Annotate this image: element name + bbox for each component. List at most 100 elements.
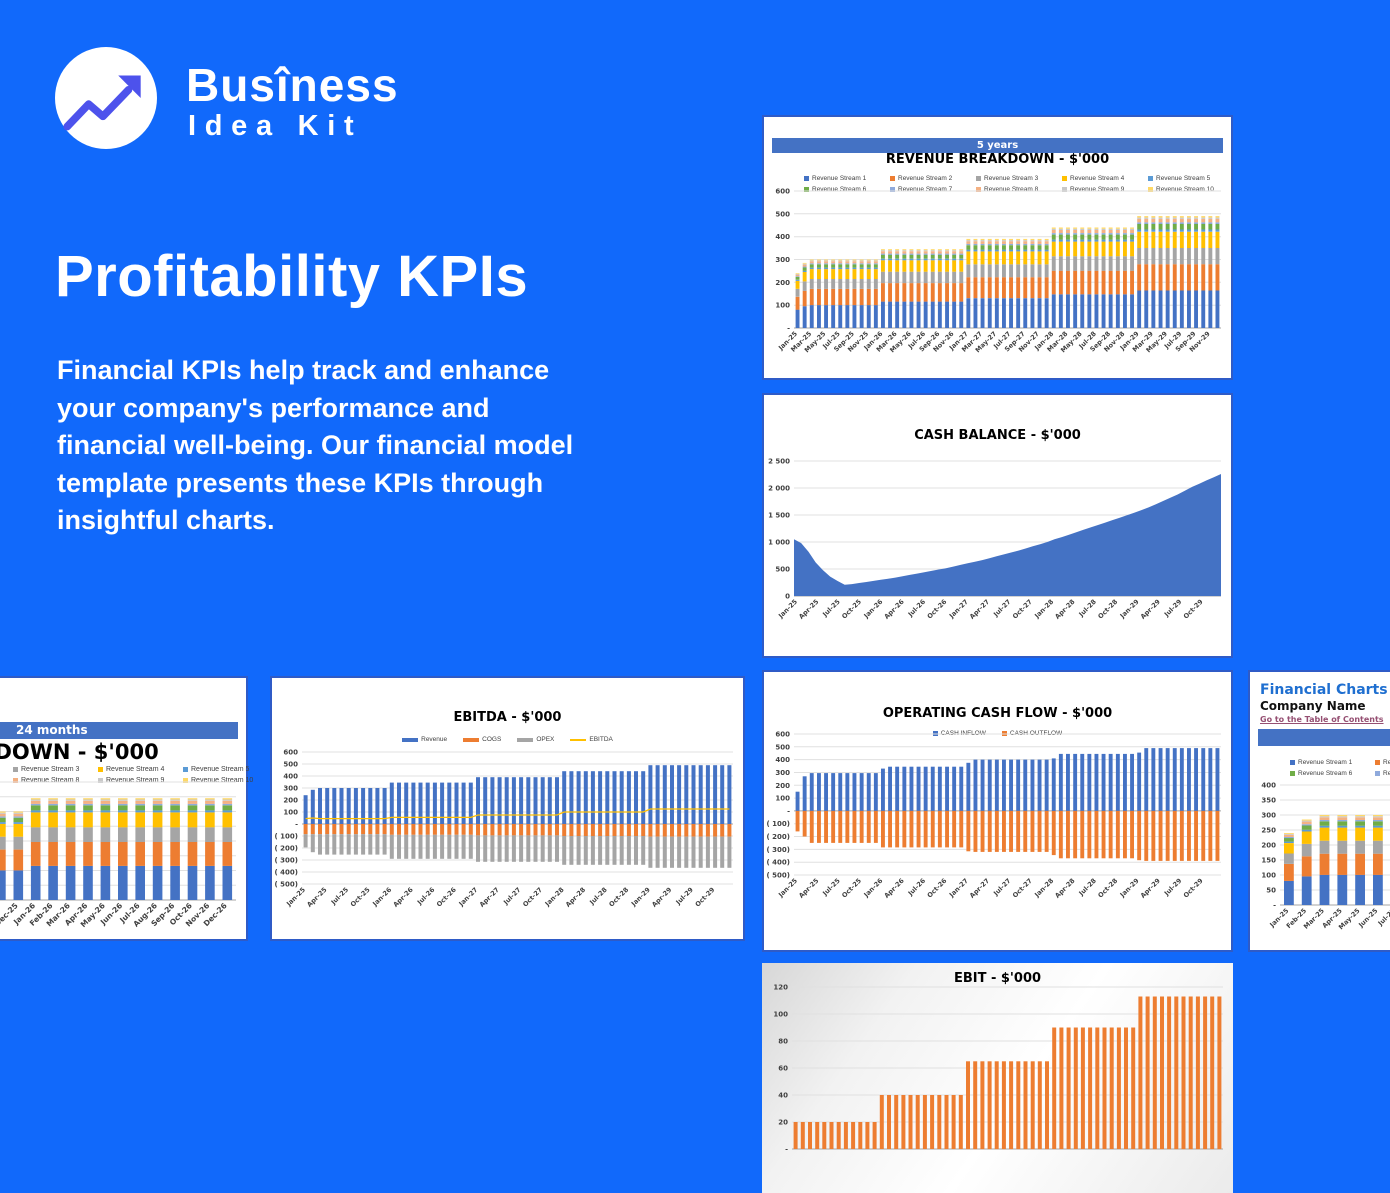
svg-text:1 000: 1 000	[768, 539, 790, 547]
svg-text:Apr-27: Apr-27	[968, 877, 991, 900]
trend-arrow-icon	[55, 47, 157, 149]
svg-text:Jul-28: Jul-28	[1077, 597, 1099, 619]
legend-marker-icon	[463, 737, 480, 742]
svg-text:40: 40	[778, 1092, 788, 1100]
brand-name: Busîness	[186, 59, 399, 111]
svg-text:Oct-29: Oct-29	[1182, 876, 1205, 899]
legend-label: Revenue Stream 3	[21, 766, 80, 773]
chart-legend: Revenue COGS OPEX EBITDA	[272, 736, 743, 743]
legend-label: EBITDA	[589, 736, 613, 743]
svg-text:( 100): ( 100)	[275, 833, 298, 841]
ebitda-card: EBITDA - $'000 Revenue COGS OPEX EBITDA 600…	[270, 676, 745, 941]
legend-marker-icon	[890, 187, 895, 192]
svg-text:150: 150	[1261, 857, 1276, 865]
legend-item: Revenue Stream 9	[1062, 186, 1148, 193]
legend-label: COGS	[482, 736, 502, 743]
legend-marker-icon	[98, 778, 103, 783]
svg-text:Oct-28: Oct-28	[607, 885, 630, 908]
svg-text:( 100): ( 100)	[767, 820, 790, 828]
svg-text:( 200): ( 200)	[275, 845, 298, 853]
svg-text:Oct-27: Oct-27	[521, 886, 544, 909]
legend-item: Revenue Stream 2	[890, 175, 976, 182]
svg-text:2 500: 2 500	[768, 458, 790, 466]
legend-label: Revenue Stream 7	[898, 186, 953, 193]
svg-text:400: 400	[1261, 782, 1276, 790]
legend-label: Revenue Stream 2	[1383, 759, 1390, 766]
svg-text:-: -	[295, 821, 298, 829]
revenue-breakdown-5y-card: 5 years REVENUE BREAKDOWN - $'000 Revenu…	[762, 115, 1233, 380]
legend-item: Revenue Stream 10	[1148, 186, 1234, 193]
financial-charts-panel-card: Financial Charts Company Name Go to the …	[1248, 670, 1390, 952]
svg-text:Oct-25: Oct-25	[349, 885, 372, 908]
chart-title: REVENUE BREAKDOWN - $'000	[0, 740, 159, 764]
svg-text:Apr-25: Apr-25	[305, 885, 328, 908]
svg-text:Jan-28: Jan-28	[543, 885, 566, 908]
revenue-breakdown-5y-chart: 600 500 400 300 200 100- Jan-25 Mar-25 May-25 Jul…	[764, 117, 1231, 378]
svg-text:-: -	[1273, 902, 1276, 910]
svg-text:100: 100	[775, 795, 790, 803]
svg-text:-: -	[787, 325, 790, 333]
svg-text:Jul-29: Jul-29	[1162, 876, 1184, 898]
svg-text:300: 300	[283, 785, 298, 793]
b24-svg: 40035030025020015010050-Jan-25Feb-25Mar-…	[1261, 782, 1390, 931]
svg-text:0: 0	[785, 593, 790, 601]
svg-text:500: 500	[775, 566, 790, 574]
svg-text:2 000: 2 000	[768, 485, 790, 493]
svg-text:Oct-27: Oct-27	[1011, 598, 1034, 621]
b24-svg: 40035030025020015010050-Jan-25Feb-25Mar-…	[0, 781, 236, 929]
svg-text:Jan-25: Jan-25	[776, 876, 799, 899]
svg-text:Oct-26: Oct-26	[926, 876, 949, 899]
period-banner: 5 years	[772, 138, 1223, 153]
chart-title: EBIT - $'000	[953, 971, 1042, 986]
svg-text:60: 60	[778, 1065, 788, 1073]
legend-item: Revenue Stream 8	[976, 186, 1062, 193]
legend-label: Revenue Stream 8	[984, 186, 1039, 193]
svg-text:Jan-29: Jan-29	[629, 885, 652, 908]
legend-marker-icon	[183, 767, 188, 772]
rev5y-svg: 600500400300200100-Jan-25Mar-25May-25Jul…	[775, 188, 1221, 354]
svg-text:Jan-29: Jan-29	[1118, 876, 1141, 899]
legend-marker-icon	[1375, 771, 1380, 776]
svg-text:100: 100	[283, 809, 298, 817]
svg-text:Apr-25: Apr-25	[797, 876, 820, 899]
svg-text:Jan-27: Jan-27	[947, 598, 970, 621]
svg-text:Apr-26: Apr-26	[883, 876, 906, 899]
svg-text:500: 500	[775, 210, 790, 218]
svg-text:Jan-26: Jan-26	[862, 597, 885, 620]
svg-text:Apr-28: Apr-28	[1053, 597, 1076, 620]
legend-item: Revenue Stream 2	[1375, 759, 1390, 766]
legend-item: Revenue Stream 5	[1148, 175, 1234, 182]
legend-label: Revenue Stream 3	[984, 175, 1039, 182]
svg-text:Jul-29: Jul-29	[674, 885, 696, 907]
ebit-card: EBIT - $'000 120 100 80 60 40 20 -	[762, 963, 1233, 1193]
svg-text:200: 200	[775, 782, 790, 790]
svg-text:-: -	[787, 807, 790, 815]
legend-item: Revenue Stream 6	[804, 186, 890, 193]
ebit-chart: 120 100 80 60 40 20 -	[762, 963, 1233, 1193]
legend-label: Revenue Stream 5	[191, 766, 250, 773]
svg-text:Apr-27: Apr-27	[968, 598, 991, 621]
ebit-svg: 120 100 80 60 40 20 -	[773, 984, 1223, 1154]
svg-text:500: 500	[775, 743, 790, 751]
table-of-contents-link[interactable]: Go to the Table of Contents	[1260, 715, 1384, 724]
svg-text:100: 100	[775, 302, 790, 310]
legend-item: Revenue Stream 4	[1062, 175, 1148, 182]
svg-text:( 400): ( 400)	[275, 869, 298, 877]
period-banner: 24 months	[0, 722, 238, 739]
svg-text:( 500): ( 500)	[767, 872, 790, 880]
svg-text:500: 500	[283, 761, 298, 769]
svg-text:20: 20	[778, 1119, 788, 1127]
svg-text:Oct-29: Oct-29	[694, 885, 717, 908]
svg-text:( 200): ( 200)	[767, 833, 790, 841]
svg-text:200: 200	[283, 797, 298, 805]
brand-subname: Idea Kit	[188, 110, 363, 142]
legend-item: Revenue Stream 6	[1290, 770, 1375, 777]
legend-marker-icon	[402, 737, 419, 742]
svg-text:250: 250	[1261, 827, 1276, 835]
svg-text:300: 300	[775, 769, 790, 777]
legend-label: Revenue	[421, 736, 448, 743]
